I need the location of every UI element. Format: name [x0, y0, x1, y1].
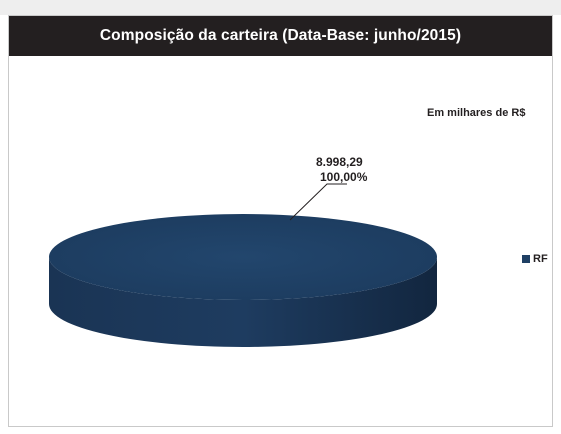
- chart-title: Composição da carteira (Data-Base: junho…: [99, 27, 462, 44]
- legend: RF: [522, 253, 548, 265]
- leader-line: [289, 183, 347, 221]
- chart-frame: Composição da carteira (Data-Base: junho…: [8, 15, 553, 427]
- slice-percent-label: 100,00%: [320, 170, 368, 184]
- pie-slice-rf: [49, 214, 437, 300]
- slice-value-label: 8.998,29: [316, 155, 363, 169]
- chart-title-bar: Composição da carteira (Data-Base: junho…: [9, 16, 552, 56]
- top-strip: [0, 0, 561, 15]
- legend-swatch-rf: [522, 255, 530, 263]
- unit-note: Em milhares de R$: [427, 107, 526, 119]
- pie-chart: 8.998,29 100,00%: [49, 155, 437, 347]
- pie-slice-side: [49, 257, 437, 347]
- legend-label-rf: RF: [533, 253, 548, 265]
